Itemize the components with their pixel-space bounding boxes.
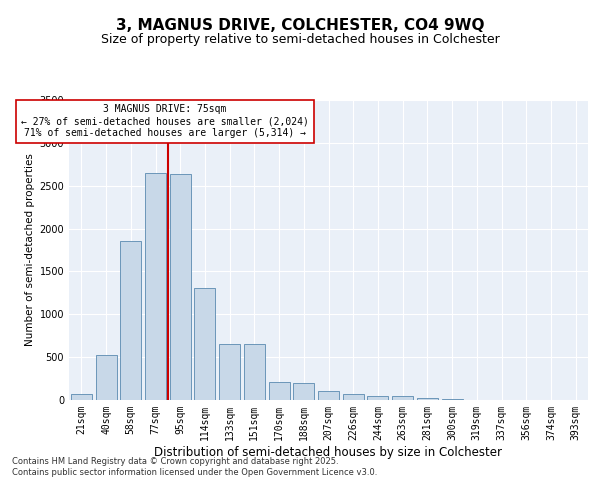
- Y-axis label: Number of semi-detached properties: Number of semi-detached properties: [25, 154, 35, 346]
- Bar: [194, 288, 215, 400]
- Bar: [392, 396, 413, 400]
- Bar: [442, 399, 463, 400]
- Bar: [170, 174, 191, 400]
- Bar: [417, 398, 438, 400]
- Bar: [95, 354, 116, 400]
- Text: Contains HM Land Registry data © Crown copyright and database right 2025.
Contai: Contains HM Land Registry data © Crown c…: [12, 458, 377, 477]
- Bar: [71, 394, 92, 400]
- Bar: [244, 344, 265, 400]
- Bar: [120, 242, 141, 400]
- Bar: [145, 173, 166, 400]
- Bar: [219, 344, 240, 400]
- Text: 3, MAGNUS DRIVE, COLCHESTER, CO4 9WQ: 3, MAGNUS DRIVE, COLCHESTER, CO4 9WQ: [116, 18, 484, 32]
- Text: Size of property relative to semi-detached houses in Colchester: Size of property relative to semi-detach…: [101, 32, 499, 46]
- Bar: [318, 390, 339, 400]
- Bar: [293, 383, 314, 400]
- Text: 3 MAGNUS DRIVE: 75sqm
← 27% of semi-detached houses are smaller (2,024)
71% of s: 3 MAGNUS DRIVE: 75sqm ← 27% of semi-deta…: [21, 104, 309, 138]
- Bar: [343, 394, 364, 400]
- X-axis label: Distribution of semi-detached houses by size in Colchester: Distribution of semi-detached houses by …: [155, 446, 503, 458]
- Bar: [367, 396, 388, 400]
- Bar: [269, 382, 290, 400]
